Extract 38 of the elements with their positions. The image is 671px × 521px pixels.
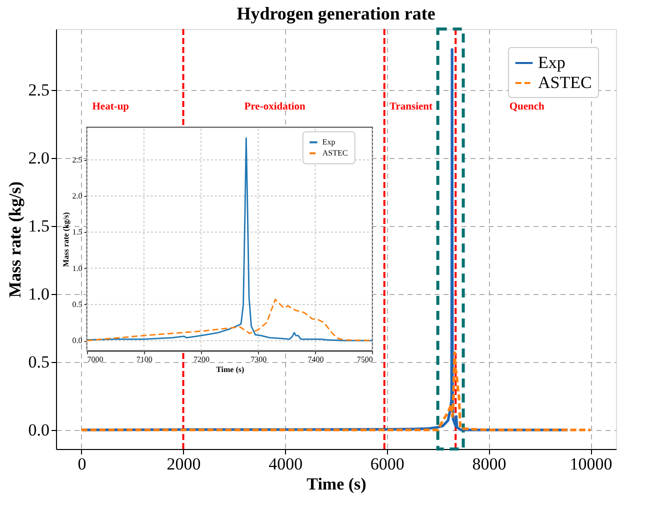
x-tick-label: 7400 bbox=[308, 355, 324, 364]
annotation: Pre-oxidation bbox=[244, 102, 306, 113]
x-tick-label: 10000 bbox=[570, 454, 612, 474]
annotation: Quench bbox=[509, 102, 544, 113]
y-tick-label: 0.5 bbox=[28, 352, 50, 372]
x-tick-label: 7300 bbox=[250, 355, 267, 364]
legend-label: Exp bbox=[538, 53, 566, 72]
x-tick-label: 7200 bbox=[194, 355, 210, 364]
y-tick-label: 1.5 bbox=[28, 216, 50, 236]
y-tick-label: 0.5 bbox=[72, 300, 82, 309]
y-tick-label: 2.0 bbox=[28, 148, 50, 168]
legend-label: ASTEC bbox=[538, 73, 592, 92]
chart-title: Hydrogen generation rate bbox=[236, 4, 436, 24]
annotation: Heat-up bbox=[92, 102, 130, 113]
x-tick-label: 8000 bbox=[472, 454, 506, 474]
y-tick-label: 1.0 bbox=[28, 284, 50, 304]
y-tick-label: 1.5 bbox=[72, 228, 82, 237]
x-tick-label: 7500 bbox=[356, 355, 373, 364]
x-tick-label: 2000 bbox=[166, 454, 201, 474]
x-axis-title: Time (s) bbox=[216, 365, 244, 374]
x-axis-title: Time (s) bbox=[306, 474, 366, 494]
y-tick-label: 2.0 bbox=[72, 191, 82, 200]
line-series bbox=[86, 137, 374, 342]
x-tick-label: 7000 bbox=[87, 355, 104, 364]
legend-label: ASTEC bbox=[322, 148, 348, 158]
x-tick-label: 4000 bbox=[268, 454, 303, 474]
x-tick-label: 7100 bbox=[136, 355, 152, 364]
y-tick-label: 0.0 bbox=[28, 420, 50, 440]
y-tick-label: 0.0 bbox=[72, 336, 82, 346]
y-tick-label: 2.5 bbox=[28, 80, 50, 100]
legend-label: Exp bbox=[322, 137, 336, 146]
x-tick-label: 0 bbox=[78, 454, 86, 474]
annotation: Transient bbox=[390, 102, 433, 113]
y-axis-title: Mass rate (kg/s) bbox=[5, 181, 24, 298]
y-tick-label: 1.0 bbox=[72, 264, 82, 273]
x-tick-label: 6000 bbox=[370, 454, 404, 474]
y-tick-label: 2.5 bbox=[72, 155, 82, 164]
y-axis-title: Mass rate (kg/s) bbox=[61, 212, 70, 267]
